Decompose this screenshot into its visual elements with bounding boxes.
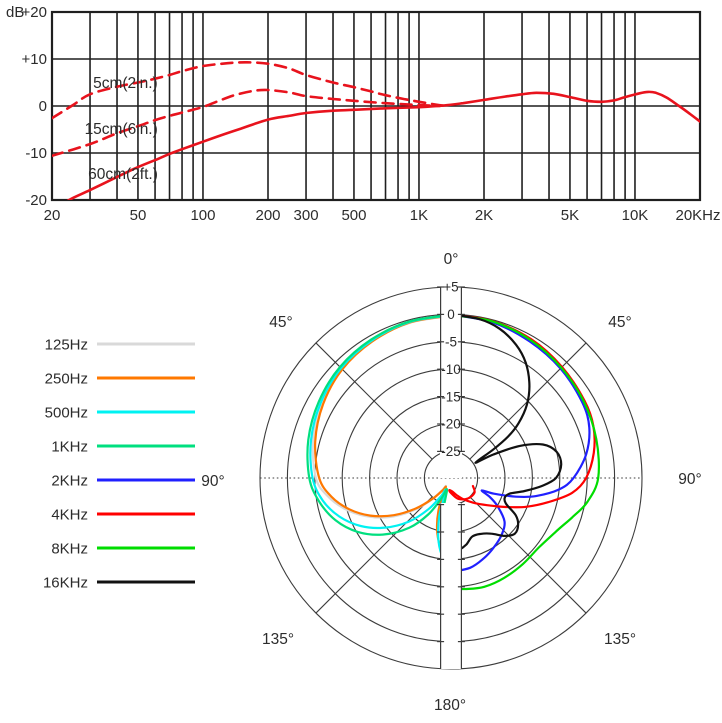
- polar-angle-label-upper_right: 45°: [608, 314, 631, 331]
- polar-radial-label: -10: [441, 362, 461, 377]
- fr-x-tick-label: 50: [130, 207, 147, 224]
- fr-curves: [52, 60, 700, 200]
- legend-label: 4KHz: [51, 507, 88, 524]
- polar-diagonal-135: [469, 496, 587, 614]
- polar-curve-16khz: [449, 313, 563, 554]
- fr-y-tick-label: 0: [39, 98, 47, 115]
- legend-item-1khz: 1KHz: [51, 439, 195, 456]
- legend-label: 16KHz: [43, 575, 88, 592]
- legend-item-125hz: 125Hz: [45, 337, 195, 354]
- legend-label: 250Hz: [45, 371, 88, 388]
- fr-x-tick-label: 100: [190, 207, 215, 224]
- legend-label: 8KHz: [51, 541, 88, 558]
- fr-x-tick-label: 2K: [475, 207, 493, 224]
- legend-label: 2KHz: [51, 473, 88, 490]
- legend-item-2khz: 2KHz: [51, 473, 195, 490]
- polar-curve-8khz: [449, 313, 600, 591]
- fr-y-tick-label: -10: [25, 145, 47, 162]
- fr-x-tick-label: 300: [294, 207, 319, 224]
- fr-x-tick-label: 500: [341, 207, 366, 224]
- fr-x-tick-label: 10K: [622, 207, 649, 224]
- legend-item-4khz: 4KHz: [51, 507, 195, 524]
- polar-angle-label-top: 0°: [444, 251, 459, 268]
- legend-label: 1KHz: [51, 439, 88, 456]
- legend-label: 500Hz: [45, 405, 88, 422]
- polar-angle-label-left: 90°: [201, 473, 224, 490]
- fr-series-label-5cm-2in: 5cm(2in.): [93, 75, 158, 92]
- fr-curve-60cm-2ft: [66, 90, 700, 200]
- polar-angle-label-upper_left: 45°: [269, 314, 292, 331]
- polar-radial-label: 0: [447, 307, 455, 322]
- fr-series-label-15cm-6in: 15cm(6in.): [85, 121, 158, 138]
- fr-plot-border: [50, 10, 702, 202]
- polar-radial-label: -15: [441, 389, 461, 404]
- fr-grid: [52, 12, 700, 200]
- fr-x-tick-label: 5K: [561, 207, 579, 224]
- legend-item-250hz: 250Hz: [45, 371, 195, 388]
- strip-mask-top: [440, 284, 462, 478]
- fr-x-tick-label: 200: [255, 207, 280, 224]
- polar-radial-label: -5: [445, 335, 457, 350]
- fr-series-label-60cm-2ft: 60cm(2ft.): [88, 166, 158, 183]
- polar-angle-label-bottom: 180°: [434, 697, 466, 714]
- fr-y-tick-label: +20: [22, 4, 47, 21]
- legend-item-500hz: 500Hz: [45, 405, 195, 422]
- polar-diagonal-315: [315, 342, 433, 460]
- polar-radial-label: -20: [441, 417, 461, 432]
- polar-angle-label-lower_left: 135°: [262, 631, 294, 648]
- polar-curve-500hz: [309, 314, 453, 571]
- fr-x-tick-label: 20: [44, 207, 61, 224]
- strip-mask-bottom: [440, 503, 462, 669]
- fr-x-tick-label: 20KHz: [675, 207, 720, 224]
- legend-item-16khz: 16KHz: [43, 575, 195, 592]
- fr-unit-label: dB: [6, 4, 24, 21]
- polar-pattern-chart: +5 0 -5 -10 -15 -20 -25 0° 45° 45° 90° 90° 135° 135° 1…: [201, 251, 701, 714]
- polar-frequency-legend: 125Hz 250Hz 500Hz 1KHz 2KHz 4KHz 8KHz 16KHz: [43, 337, 195, 592]
- legend-item-8khz: 8KHz: [51, 541, 195, 558]
- fr-x-tick-label: 1K: [410, 207, 428, 224]
- polar-angle-label-right: 90°: [678, 471, 701, 488]
- legend-label: 125Hz: [45, 337, 88, 354]
- polar-diagonal-225: [315, 496, 433, 614]
- polar-curve-2khz: [449, 313, 591, 574]
- polar-angle-label-lower_right: 135°: [604, 631, 636, 648]
- polar-scale-strip: +5 0 -5 -10 -15 -20 -25: [437, 280, 465, 669]
- fr-curve-15cm-6in: [52, 88, 442, 158]
- polar-radial-label: -25: [441, 444, 461, 459]
- fr-y-tick-label: +10: [22, 51, 47, 68]
- polar-radial-label: +5: [443, 280, 458, 295]
- fr-y-tick-label: -20: [25, 192, 47, 209]
- fr-curve-5cm-2in: [52, 60, 449, 120]
- polar-curve-250hz: [313, 314, 453, 560]
